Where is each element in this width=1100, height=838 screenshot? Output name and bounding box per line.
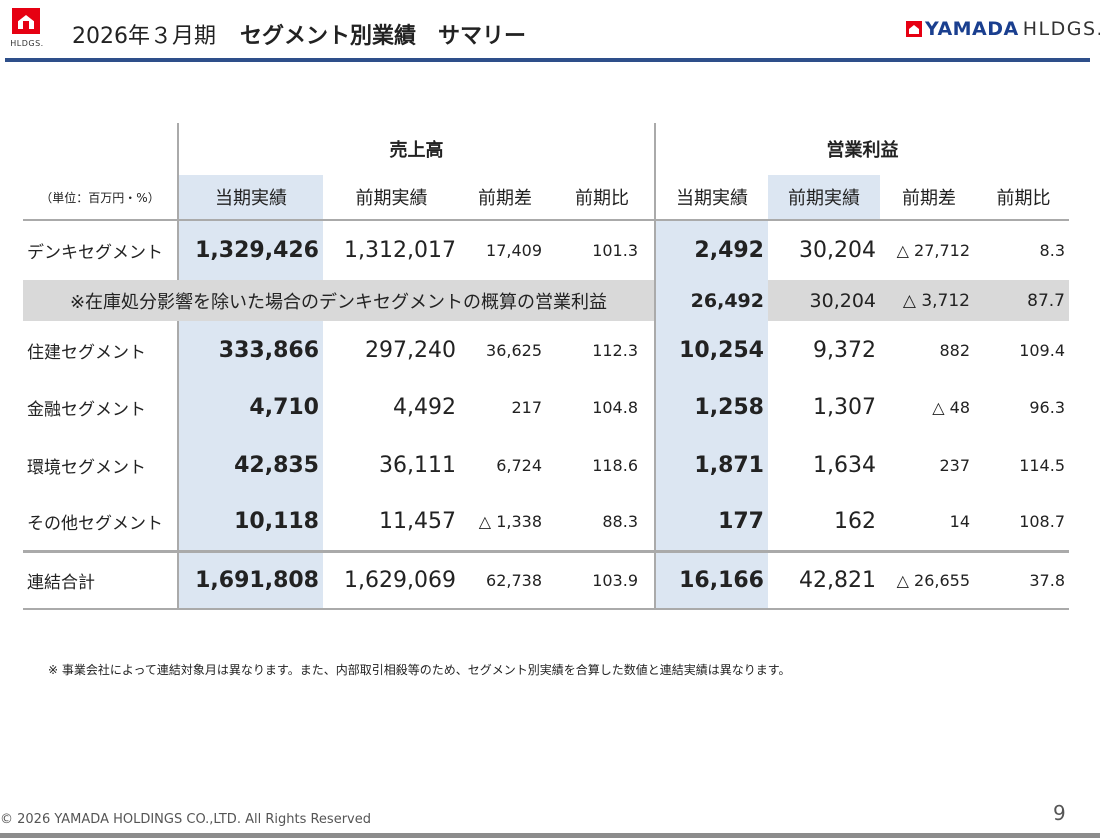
row-label: デンキセグメント xyxy=(23,219,178,280)
header-row-groups: 売上高 営業利益 xyxy=(23,123,1069,175)
table-row: デンキセグメント 1,329,426 1,312,017 17,409 101.… xyxy=(23,219,1069,280)
table-row: その他セグメント 10,118 11,457 △ 1,338 88.3 177 … xyxy=(23,494,1069,551)
table-cell: 217 xyxy=(511,398,542,417)
table-cell: 4,492 xyxy=(393,395,456,420)
table-cell: △ 27,712 xyxy=(880,219,978,280)
table-cell: 882 xyxy=(939,340,970,360)
row-label: 環境セグメント xyxy=(27,457,146,478)
table-cell: 1,307 xyxy=(813,395,876,420)
table-cell: 112.3 xyxy=(592,340,638,360)
yamada-house-logo-icon xyxy=(12,8,40,34)
table-cell: 108.7 xyxy=(1019,512,1065,532)
table-cell: 11,457 xyxy=(379,509,456,535)
col-header: 前期実績 xyxy=(768,175,880,220)
col-header: 前期実績 xyxy=(355,188,428,209)
unit-label: （単位：百万円・%） xyxy=(40,190,160,205)
table-row: 環境セグメント 42,835 36,111 6,724 118.6 1,871 … xyxy=(23,436,1069,494)
table-cell: 17,409 xyxy=(460,219,550,280)
table-cell: 118.6 xyxy=(592,455,638,475)
logo-suffix: HLDGS. xyxy=(1022,18,1100,40)
table-cell: △ 48 xyxy=(932,398,970,417)
table-cell: 8.3 xyxy=(978,219,1069,280)
table-cell: 1,329,426 xyxy=(177,219,323,280)
table-cell: 237 xyxy=(939,455,970,475)
table-cell: 62,738 xyxy=(460,549,550,610)
table-cell: 177 xyxy=(654,494,768,551)
table-cell: 2,492 xyxy=(654,219,768,280)
table-cell: △ 3,712 xyxy=(880,280,978,321)
row-label: 金融セグメント xyxy=(27,400,146,420)
company-logo-left: HLDGS. xyxy=(6,8,46,54)
table-cell: 10,118 xyxy=(177,494,323,551)
table-cell: 1,629,069 xyxy=(323,549,460,610)
segment-results-table: 売上高 営業利益 （単位：百万円・%） 当期実績 前期実績 前期差 前期比 当期… xyxy=(23,123,1069,610)
fiscal-period: 2026年３月期 xyxy=(72,24,216,49)
row-label: その他セグメント xyxy=(27,514,163,535)
copyright: © 2026 YAMADA HOLDINGS CO.,LTD. All Righ… xyxy=(0,812,371,827)
table-row: 金融セグメント 4,710 4,492 217 104.8 1,258 1,30… xyxy=(23,379,1069,436)
note-row-label: ※在庫処分影響を除いた場合のデンキセグメントの概算の営業利益 xyxy=(23,280,655,321)
table-cell: 162 xyxy=(834,509,876,535)
col-header: 前期比 xyxy=(996,188,1051,209)
table-cell: △ 1,338 xyxy=(478,512,542,532)
col-header: 前期比 xyxy=(575,188,629,209)
corner-cell xyxy=(23,123,178,175)
table-cell: 14 xyxy=(949,512,970,532)
yamada-logo-icon xyxy=(906,21,922,37)
table-cell: 87.7 xyxy=(978,280,1069,321)
table-cell: 114.5 xyxy=(1019,455,1065,475)
table-cell: 9,372 xyxy=(813,337,876,363)
table-cell: 36,625 xyxy=(486,340,542,360)
company-logo-right: YAMADA HLDGS. xyxy=(906,18,1100,40)
table-cell: 37.8 xyxy=(978,549,1069,610)
table-cell: 333,866 xyxy=(177,321,323,379)
table-cell: 1,871 xyxy=(654,436,768,494)
table-cell: 42,821 xyxy=(768,549,880,610)
table-cell: 88.3 xyxy=(602,512,638,532)
table-cell: 1,312,017 xyxy=(323,219,460,280)
group-header-sales: 売上高 xyxy=(177,123,655,175)
table-cell: 26,492 xyxy=(654,280,768,321)
table-cell: 36,111 xyxy=(379,452,456,478)
table-row: 住建セグメント 333,866 297,240 36,625 112.3 10,… xyxy=(23,321,1069,379)
table-cell: 1,258 xyxy=(654,379,768,436)
footnote: ※ 事業会社によって連結対象月は異なります。また、内部取引相殺等のため、セグメン… xyxy=(48,663,791,677)
slide-title: セグメント別業績 サマリー xyxy=(240,24,527,49)
col-header: 当期実績 xyxy=(177,175,323,220)
logo-brand: YAMADA xyxy=(925,18,1019,40)
table-cell: 30,204 xyxy=(768,219,880,280)
table-cell: 42,835 xyxy=(177,436,323,494)
table-cell: 4,710 xyxy=(177,379,323,436)
table-cell: 103.9 xyxy=(550,549,655,610)
table-cell: 10,254 xyxy=(654,321,768,379)
table-cell: △ 26,655 xyxy=(880,549,978,610)
table-cell: 16,166 xyxy=(654,549,768,610)
table-row-total: 連結合計 1,691,808 1,629,069 62,738 103.9 16… xyxy=(23,549,1069,610)
header-row-columns: （単位：百万円・%） 当期実績 前期実績 前期差 前期比 当期実績 前期実績 前… xyxy=(23,175,1069,220)
table-cell: 1,634 xyxy=(813,452,876,478)
table-cell: 6,724 xyxy=(496,455,542,475)
table-cell: 30,204 xyxy=(768,280,880,321)
logo-left-text: HLDGS. xyxy=(10,39,44,48)
page-title: 2026年３月期 セグメント別業績 サマリー xyxy=(72,18,526,50)
col-header: 当期実績 xyxy=(654,175,768,220)
table-cell: 1,691,808 xyxy=(177,549,323,610)
table-cell: 297,240 xyxy=(365,337,456,363)
page-number: 9 xyxy=(1053,801,1066,825)
table-cell: 96.3 xyxy=(1029,398,1065,417)
footer-bar xyxy=(0,833,1100,838)
table-cell: 109.4 xyxy=(1019,340,1065,360)
col-header: 前期差 xyxy=(902,188,956,209)
note-row-adjusted-profit: ※在庫処分影響を除いた場合のデンキセグメントの概算の営業利益 26,492 30… xyxy=(23,280,1069,321)
table-cell: 104.8 xyxy=(592,398,638,417)
row-label: 連結合計 xyxy=(23,549,178,610)
group-header-operating-profit: 営業利益 xyxy=(654,123,1069,175)
header-rule xyxy=(5,58,1090,62)
col-header: 前期差 xyxy=(478,188,532,209)
table-cell: 101.3 xyxy=(550,219,655,280)
row-label: 住建セグメント xyxy=(27,342,146,363)
